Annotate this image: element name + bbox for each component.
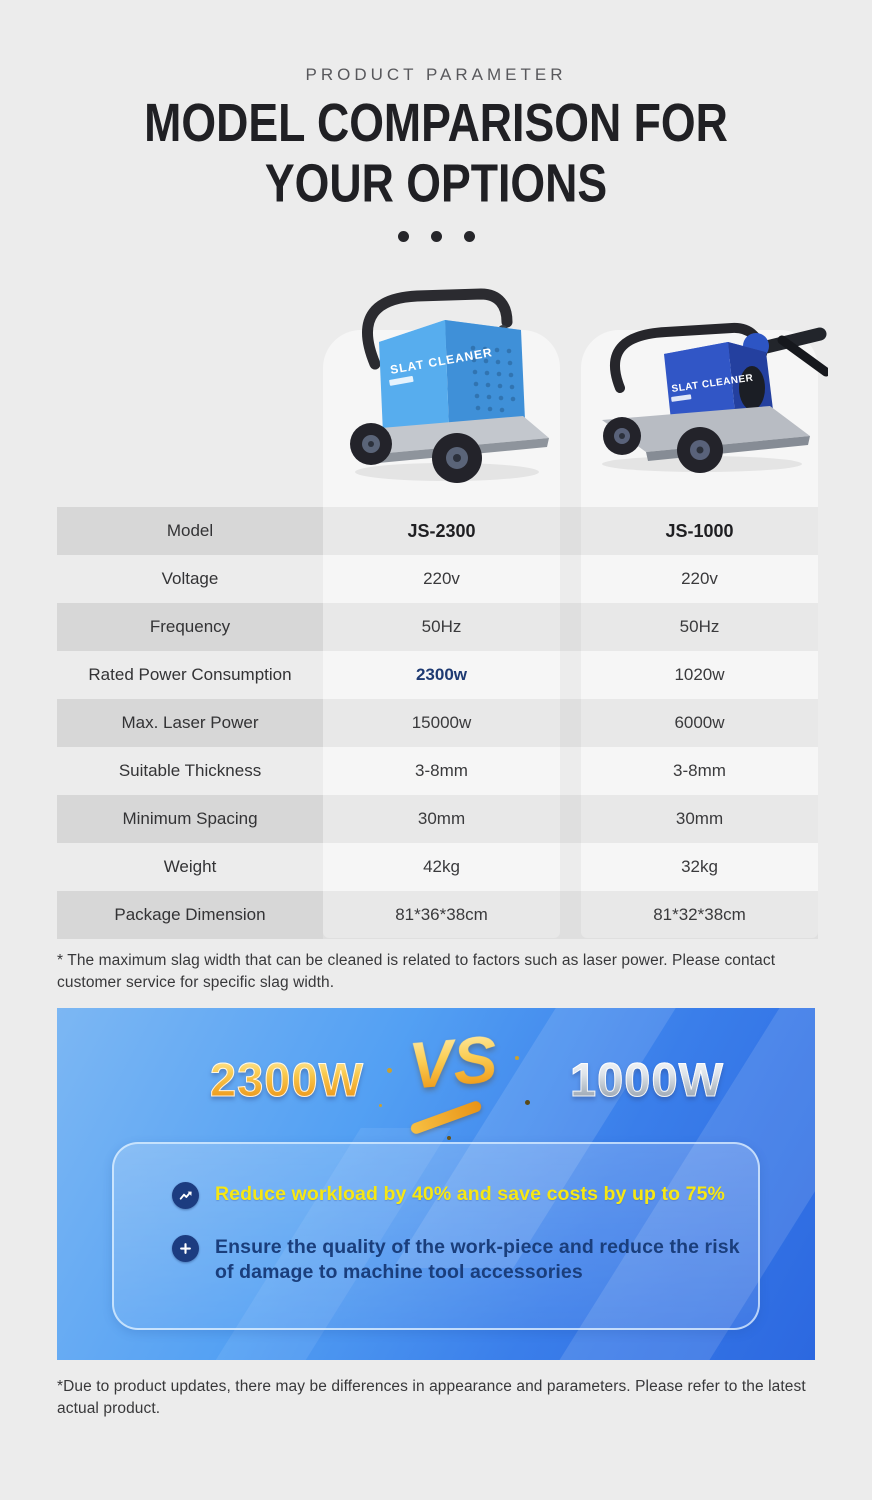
- splatter: [379, 1104, 382, 1107]
- table-row: Minimum Spacing 30mm 30mm: [57, 795, 818, 843]
- value-js2300: 42kg: [423, 857, 460, 876]
- value-js1000: 3-8mm: [673, 761, 726, 780]
- trend-up-icon: [172, 1182, 199, 1209]
- benefit-item: Reduce workload by 40% and save costs by…: [172, 1182, 758, 1209]
- page-title-line2: YOUR OPTIONS: [264, 154, 608, 214]
- row-label: Frequency: [57, 603, 323, 651]
- value-js2300: 81*36*38cm: [395, 905, 488, 924]
- splatter: [387, 1068, 392, 1073]
- benefit-text: Reduce workload by 40% and save costs by…: [215, 1183, 726, 1205]
- table-row: Rated Power Consumption 2300w 1020w: [57, 651, 818, 699]
- table-row: Max. Laser Power 15000w 6000w: [57, 699, 818, 747]
- value-js1000: 50Hz: [679, 617, 720, 636]
- row-label: Suitable Thickness: [118, 761, 262, 780]
- value-js1000: 1020w: [674, 665, 725, 684]
- splatter: [515, 1056, 519, 1060]
- page-title-line1: MODEL COMPARISON FOR: [144, 94, 728, 154]
- table-row: Voltage 220v 220v: [57, 555, 818, 603]
- row-label: Rated Power Consumption: [88, 665, 292, 684]
- value-js2300-highlight: 2300w: [415, 665, 468, 684]
- row-label: Voltage: [161, 569, 219, 588]
- handle: [362, 288, 513, 370]
- table-row: Package Dimension 81*36*38cm 81*32*38cm: [57, 891, 818, 939]
- value-js2300: 15000w: [411, 713, 472, 732]
- bottom-footnote: *Due to product updates, there may be di…: [57, 1378, 806, 1418]
- table-row: Model JS-2300 JS-1000: [57, 507, 818, 555]
- comparison-banner: 2300W VS 1000W Reduce workload by 40% an…: [57, 1008, 815, 1360]
- benefits-box: Reduce workload by 40% and save costs by…: [112, 1142, 760, 1330]
- value-js1000: 6000w: [674, 713, 725, 732]
- value-js1000: 30mm: [675, 809, 724, 828]
- power-left: 2300W: [210, 1053, 364, 1107]
- table-row: Weight 42kg 32kg: [57, 843, 818, 891]
- row-label: Package Dimension: [57, 891, 323, 939]
- power-right: 1000W: [570, 1053, 724, 1107]
- value-js1000: 220v: [681, 569, 718, 588]
- product-image-js1000: SLAT CLEANER: [602, 322, 828, 473]
- value-js1000: JS-1000: [665, 521, 734, 541]
- value-js1000: 81*32*38cm: [653, 905, 746, 924]
- product-image-js2300: SLAT CLEANER: [350, 288, 549, 483]
- table-row: Suitable Thickness 3-8mm 3-8mm: [57, 747, 818, 795]
- table-footnote: * The maximum slag width that can be cle…: [57, 952, 776, 992]
- value-js2300: 3-8mm: [415, 761, 468, 780]
- value-js2300: 50Hz: [421, 617, 462, 636]
- row-label: Max. Laser Power: [57, 699, 323, 747]
- value-js2300: 220v: [423, 569, 460, 588]
- benefit-text: Ensure the quality of the work-piece and…: [215, 1236, 740, 1284]
- splatter: [525, 1100, 530, 1105]
- benefit-item: Ensure the quality of the work-piece and…: [172, 1235, 758, 1286]
- value-js1000: 32kg: [681, 857, 718, 876]
- table-row: Frequency 50Hz 50Hz: [57, 603, 818, 651]
- row-label: Model: [57, 507, 323, 555]
- eyebrow-text: PRODUCT PARAMETER: [305, 65, 567, 84]
- plus-icon: [172, 1235, 199, 1262]
- value-js2300: 30mm: [417, 809, 466, 828]
- row-label: Weight: [163, 857, 217, 876]
- page-title: MODEL COMPARISON FOR YOUR OPTIONS: [31, 94, 842, 215]
- dots-divider: [0, 231, 872, 242]
- value-js2300: JS-2300: [407, 521, 476, 541]
- row-label: Minimum Spacing: [57, 795, 323, 843]
- splatter: [447, 1136, 451, 1140]
- vs-text: VS: [392, 1019, 514, 1105]
